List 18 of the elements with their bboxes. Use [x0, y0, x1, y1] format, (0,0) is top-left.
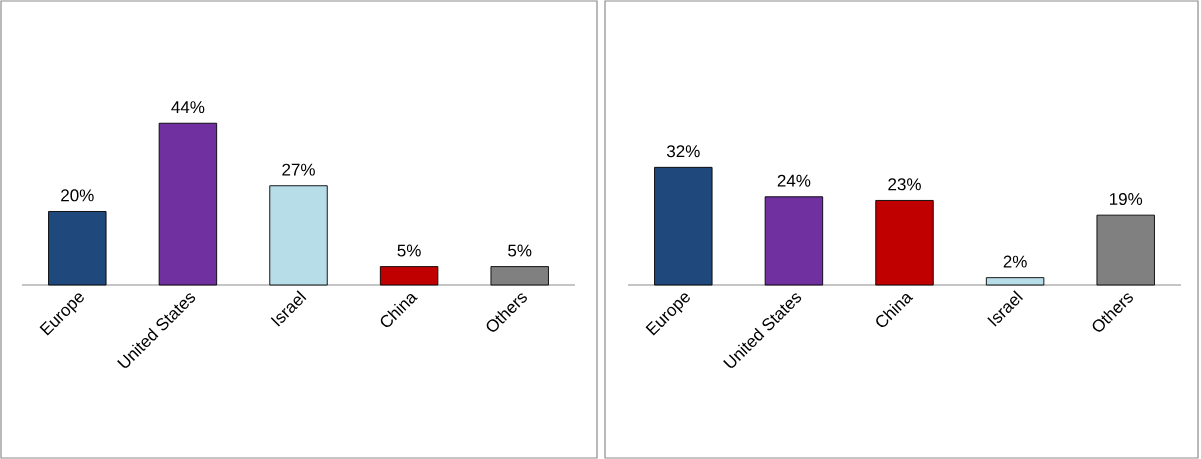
data-label: 32%: [666, 145, 700, 158]
bar: [875, 199, 934, 286]
data-label: 24%: [777, 174, 811, 187]
bar: [654, 166, 713, 286]
bar: [379, 266, 439, 286]
data-label: 23%: [888, 178, 921, 191]
data-label: 27%: [282, 163, 315, 176]
bar: [158, 122, 218, 286]
data-label: 20%: [61, 189, 94, 202]
data-label: 2%: [1003, 255, 1027, 268]
data-label: 5%: [508, 244, 532, 257]
bar: [269, 185, 328, 286]
bar: [764, 196, 824, 286]
data-label: 5%: [397, 244, 421, 257]
bar: [985, 277, 1045, 286]
data-label: 44%: [171, 101, 205, 114]
bar: [48, 211, 107, 286]
data-label: 19%: [1109, 192, 1143, 206]
